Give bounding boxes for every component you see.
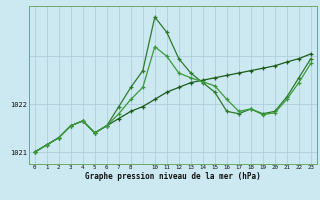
X-axis label: Graphe pression niveau de la mer (hPa): Graphe pression niveau de la mer (hPa) (85, 172, 261, 181)
